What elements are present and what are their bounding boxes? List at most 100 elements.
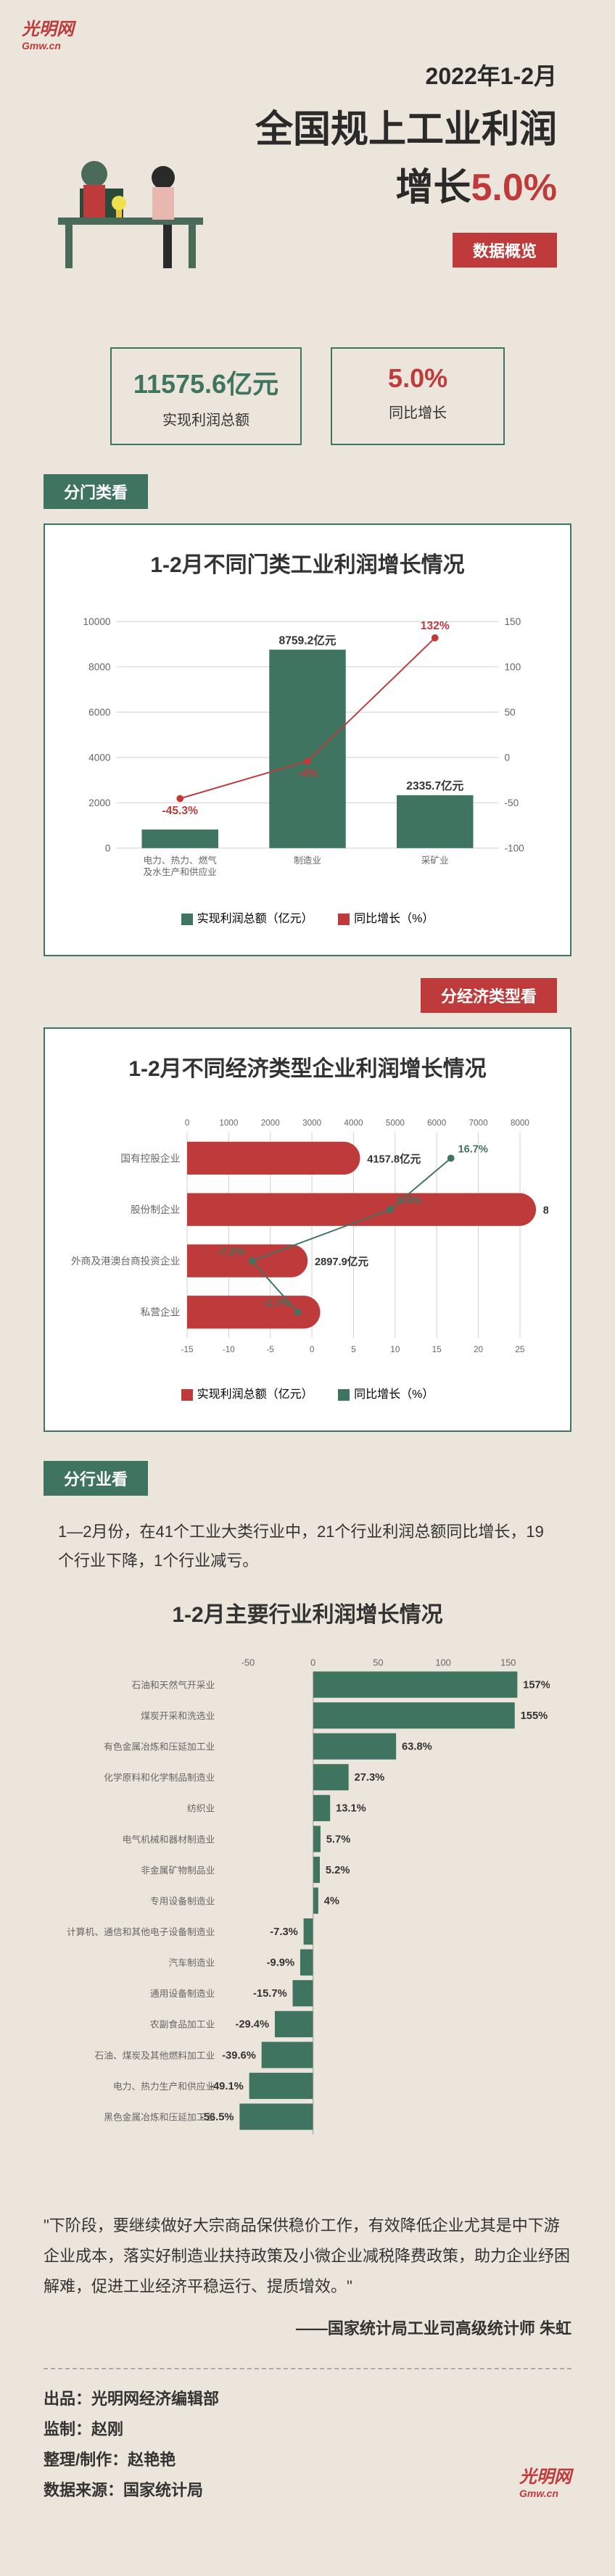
- svg-text:纺织业: 纺织业: [187, 1803, 215, 1814]
- svg-text:-15.7%: -15.7%: [253, 1988, 287, 2000]
- svg-text:-10: -10: [223, 1345, 235, 1354]
- svg-text:-7.2%: -7.2%: [218, 1246, 245, 1258]
- stat-boxes: 11575.6亿元 实现利润总额 5.0% 同比增长: [0, 347, 615, 445]
- svg-text:2000: 2000: [88, 798, 111, 808]
- logo-top: 光明网 Gmw.cn: [22, 15, 74, 51]
- header-date: 2022年1-2月: [0, 58, 557, 91]
- svg-text:专用设备制造业: 专用设备制造业: [150, 1896, 215, 1907]
- svg-text:-100: -100: [504, 843, 524, 854]
- stat-val-profit: 11575.6亿元: [133, 363, 278, 401]
- credit-4: 数据来源：国家统计局: [44, 2475, 571, 2506]
- svg-text:私营企业: 私营企业: [141, 1306, 181, 1318]
- svg-text:-5: -5: [267, 1345, 275, 1354]
- chart2-panel: 1-2月不同经济类型企业利润增长情况 010002000300040005000…: [44, 1027, 571, 1432]
- svg-text:电气机械和器材制造业: 电气机械和器材制造业: [123, 1834, 215, 1845]
- svg-text:及水生产和供应业: 及水生产和供应业: [143, 866, 217, 877]
- svg-text:-9.9%: -9.9%: [267, 1958, 294, 1969]
- svg-text:132%: 132%: [421, 620, 450, 632]
- svg-text:100: 100: [504, 662, 521, 673]
- svg-text:8000: 8000: [511, 1118, 530, 1127]
- legend-bar: 实现利润总额（亿元）: [181, 908, 313, 926]
- chart1-svg: 0200040006000800010000-100-5005010015087…: [67, 600, 548, 898]
- svg-text:150: 150: [504, 616, 521, 627]
- svg-text:2897.9亿元: 2897.9亿元: [315, 1255, 368, 1268]
- svg-text:电力、热力生产和供应业: 电力、热力生产和供应业: [113, 2081, 215, 2092]
- stat-box-profit: 11575.6亿元 实现利润总额: [110, 347, 302, 445]
- svg-text:13.1%: 13.1%: [336, 1803, 366, 1815]
- svg-text:9.4%: 9.4%: [397, 1196, 421, 1207]
- svg-text:有色金属冶炼和压延加工业: 有色金属冶炼和压延加工业: [104, 1742, 215, 1752]
- svg-text:15: 15: [432, 1345, 442, 1354]
- svg-text:150: 150: [500, 1657, 516, 1668]
- svg-text:通用设备制造业: 通用设备制造业: [150, 1988, 215, 1999]
- tag-econ: 分经济类型看: [421, 978, 557, 1013]
- quote-attr: ——国家统计局工业司高级统计师 朱虹: [44, 2316, 571, 2339]
- logo-cn: 光明网: [22, 20, 74, 39]
- legend-line: 同比增长（%）: [338, 908, 434, 926]
- header-growth-text: 增长: [395, 167, 471, 209]
- chart3-title: 1-2月主要行业利润增长情况: [65, 1596, 550, 1628]
- svg-text:制造业: 制造业: [294, 856, 321, 866]
- chart2-legend: 实现利润总额（亿元） 同比增长（%）: [67, 1384, 548, 1401]
- svg-text:4000: 4000: [344, 1118, 363, 1127]
- chart3-svg: -50050100150157%石油和天然气开采业155%煤炭开采和洗选业63.…: [65, 1650, 550, 2149]
- credit-2: 监制：赵刚: [44, 2414, 571, 2445]
- chart3-panel: 1-2月主要行业利润增长情况 -50 0 50 100 150 157% 石油和天然气开采业…: [44, 1596, 571, 2182]
- svg-text:63.8%: 63.8%: [402, 1742, 432, 1753]
- credit-3: 整理/制作：赵艳艳: [44, 2445, 571, 2475]
- svg-text:7000: 7000: [469, 1118, 489, 1127]
- chart2-title: 1-2月不同经济类型企业利润增长情况: [67, 1051, 548, 1082]
- logo-bottom: 光明网 Gmw.cn: [519, 2462, 571, 2499]
- svg-text:0: 0: [310, 1345, 315, 1354]
- legend-line2: 同比增长（%）: [338, 1384, 434, 1401]
- svg-text:1000: 1000: [219, 1118, 239, 1127]
- infographic-page: 光明网 Gmw.cn 2022年1-2月 全国规上工业利润 增长5.0% 数据概…: [0, 0, 615, 2549]
- svg-text:20: 20: [474, 1345, 484, 1354]
- svg-text:-39.6%: -39.6%: [222, 2050, 256, 2062]
- stat-box-growth: 5.0% 同比增长: [331, 347, 505, 445]
- svg-text:-4%: -4%: [297, 767, 318, 779]
- svg-text:国有控股企业: 国有控股企业: [120, 1152, 180, 1164]
- svg-text:10: 10: [390, 1345, 400, 1354]
- svg-text:4157.8亿元: 4157.8亿元: [367, 1152, 421, 1165]
- svg-text:10000: 10000: [83, 616, 111, 627]
- stat-lbl-growth: 同比增长: [354, 401, 482, 422]
- svg-text:8759.2亿元: 8759.2亿元: [279, 633, 337, 647]
- svg-text:2335.7亿元: 2335.7亿元: [406, 779, 463, 792]
- divider: [44, 2368, 571, 2369]
- logo-bottom-en: Gmw.cn: [519, 2488, 571, 2499]
- svg-text:25: 25: [515, 1345, 525, 1354]
- svg-text:-50: -50: [242, 1657, 255, 1668]
- svg-text:8000: 8000: [88, 662, 111, 673]
- svg-text:化学原料和化学制品制造业: 化学原料和化学制品制造业: [104, 1773, 215, 1784]
- svg-text:155%: 155%: [521, 1710, 548, 1722]
- desk-illustration: [44, 145, 218, 276]
- svg-text:非金属矿物制品业: 非金属矿物制品业: [141, 1865, 215, 1876]
- svg-text:4%: 4%: [324, 1896, 339, 1908]
- svg-text:股份制企业: 股份制企业: [131, 1204, 180, 1215]
- svg-text:0: 0: [105, 843, 111, 854]
- svg-text:157%: 157%: [523, 1680, 550, 1691]
- svg-text:6000: 6000: [427, 1118, 447, 1127]
- quote: "下阶段，要继续做好大宗商品保供稳价工作，有效降低企业尤其是中下游企业成本，落实…: [44, 2211, 571, 2301]
- svg-text:4000: 4000: [88, 753, 111, 763]
- svg-text:-45.3%: -45.3%: [162, 805, 199, 817]
- svg-text:50: 50: [504, 707, 516, 718]
- tag-industry: 分行业看: [44, 1461, 148, 1496]
- legend-bar2: 实现利润总额（亿元）: [181, 1384, 313, 1401]
- tag-overview: 数据概览: [453, 233, 557, 268]
- svg-text:3000: 3000: [302, 1118, 322, 1127]
- tag-category: 分门类看: [44, 474, 148, 509]
- chart1-title: 1-2月不同门类工业利润增长情况: [67, 547, 548, 579]
- svg-text:0: 0: [310, 1657, 315, 1668]
- chart2-svg: 010002000300040005000600070008000-15-10-…: [67, 1104, 548, 1373]
- svg-text:100: 100: [435, 1657, 450, 1668]
- svg-text:-50: -50: [504, 798, 519, 808]
- industry-text: 1—2月份，在41个工业大类行业中，21个行业利润总额同比增长，19个行业下降，…: [58, 1517, 557, 1575]
- logo-en: Gmw.cn: [22, 40, 74, 51]
- svg-text:16.7%: 16.7%: [458, 1144, 487, 1156]
- svg-text:50: 50: [373, 1657, 383, 1668]
- svg-text:石油和天然气开采业: 石油和天然气开采业: [131, 1680, 215, 1691]
- svg-text:电力、热力、燃气: 电力、热力、燃气: [143, 855, 217, 866]
- svg-text:5.2%: 5.2%: [326, 1865, 350, 1876]
